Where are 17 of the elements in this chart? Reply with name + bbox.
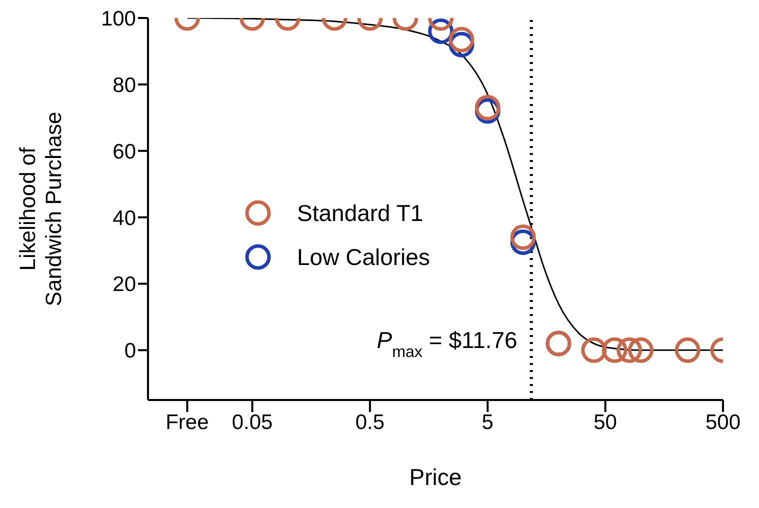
- y-tick-label: 40: [112, 206, 136, 230]
- x-tick-label: 0.5: [355, 410, 385, 434]
- legend-label: Low Calories: [297, 244, 430, 270]
- x-tick-label: 500: [705, 410, 741, 434]
- y-tick-label: 0: [124, 340, 136, 363]
- y-tick-label: 20: [112, 273, 136, 296]
- x-axis-title: Price: [409, 464, 462, 490]
- y-tick-label: 100: [100, 7, 136, 30]
- x-tick-label: 50: [594, 410, 617, 434]
- y-axis-title: Likelihood of Sandwich Purchase: [15, 112, 66, 306]
- y-tick-label: 60: [112, 140, 136, 164]
- y-tick-label: 80: [112, 74, 136, 97]
- x-tick-label: 5: [482, 410, 494, 434]
- x-tick-label: Free: [166, 410, 209, 434]
- legend-label: Standard T1: [297, 200, 424, 226]
- ref-line-label: P$_{max}$ = $11.76: [376, 327, 518, 361]
- x-tick-label: 0.05: [232, 410, 273, 434]
